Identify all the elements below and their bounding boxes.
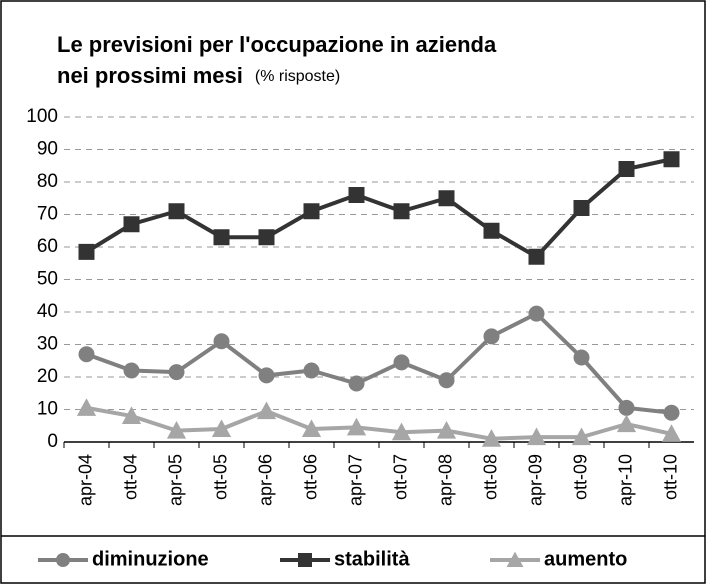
point (483, 328, 500, 345)
y-tick-label: 50 (37, 269, 58, 290)
point (211, 419, 232, 437)
point (506, 551, 524, 567)
point (258, 229, 275, 246)
point (528, 305, 545, 322)
point (526, 427, 547, 446)
point (436, 421, 457, 439)
x-tick-label: apr-09 (525, 454, 545, 506)
point (393, 203, 410, 220)
x-tick-label: ott-04 (120, 454, 140, 500)
x-tick-label: ott-10 (660, 454, 680, 500)
x-tick-label: apr-10 (615, 454, 635, 506)
chart-subtitle: (% risposte) (255, 68, 340, 85)
chart-title: Le previsioni per l'occupazione in azien… (57, 32, 497, 57)
y-tick-label: 10 (37, 399, 58, 420)
point (573, 349, 590, 366)
point (618, 399, 635, 416)
point (123, 362, 140, 379)
x-tick-label: apr-06 (255, 454, 275, 506)
point (348, 375, 365, 392)
point (483, 222, 500, 239)
chart-title: nei prossimi mesi (57, 63, 243, 88)
point (661, 424, 682, 442)
x-tick-label: ott-07 (390, 454, 410, 500)
point (663, 404, 680, 421)
point (121, 406, 142, 424)
point (301, 419, 322, 437)
point (391, 422, 412, 441)
point (168, 364, 185, 381)
x-tick-label: ott-05 (210, 454, 230, 500)
x-tick-label: apr-04 (75, 454, 95, 506)
x-tick-label: apr-05 (165, 454, 185, 506)
point (346, 417, 367, 436)
y-tick-label: 20 (37, 366, 58, 387)
y-tick-label: 0 (47, 431, 58, 452)
x-tick-label: ott-09 (570, 454, 590, 500)
y-tick-label: 90 (37, 139, 58, 160)
point (573, 200, 590, 216)
point (571, 427, 592, 446)
point (213, 229, 230, 246)
point (166, 421, 187, 439)
point (528, 248, 545, 265)
y-tick-label: 40 (37, 301, 58, 322)
legend-label: diminuzione (92, 548, 209, 570)
point (213, 333, 230, 350)
point (76, 398, 97, 416)
series-line (85, 311, 672, 415)
legend-label: stabilità (334, 548, 410, 570)
point (256, 401, 277, 420)
x-tick-label: ott-06 (300, 454, 320, 500)
x-tick-label: apr-08 (435, 454, 455, 506)
point (123, 216, 140, 233)
point (78, 243, 95, 260)
y-tick-label: 100 (26, 106, 58, 127)
point (168, 203, 185, 220)
point (78, 346, 95, 363)
y-tick-label: 60 (37, 236, 58, 257)
point (393, 354, 410, 371)
point (303, 362, 320, 379)
point (298, 553, 312, 567)
x-tick-label: apr-07 (345, 454, 365, 506)
point (481, 429, 502, 447)
legend-label: aumento (544, 548, 627, 570)
x-tick-label: ott-08 (480, 454, 500, 500)
point (438, 190, 455, 207)
y-tick-label: 80 (37, 171, 58, 192)
point (258, 367, 275, 384)
y-tick-label: 70 (37, 204, 58, 225)
point (616, 414, 637, 433)
point (303, 203, 320, 220)
point (663, 151, 680, 168)
point (618, 161, 635, 177)
point (348, 187, 365, 203)
series-line (86, 405, 672, 441)
point (438, 372, 455, 389)
point (56, 553, 70, 567)
y-tick-label: 30 (37, 334, 58, 355)
